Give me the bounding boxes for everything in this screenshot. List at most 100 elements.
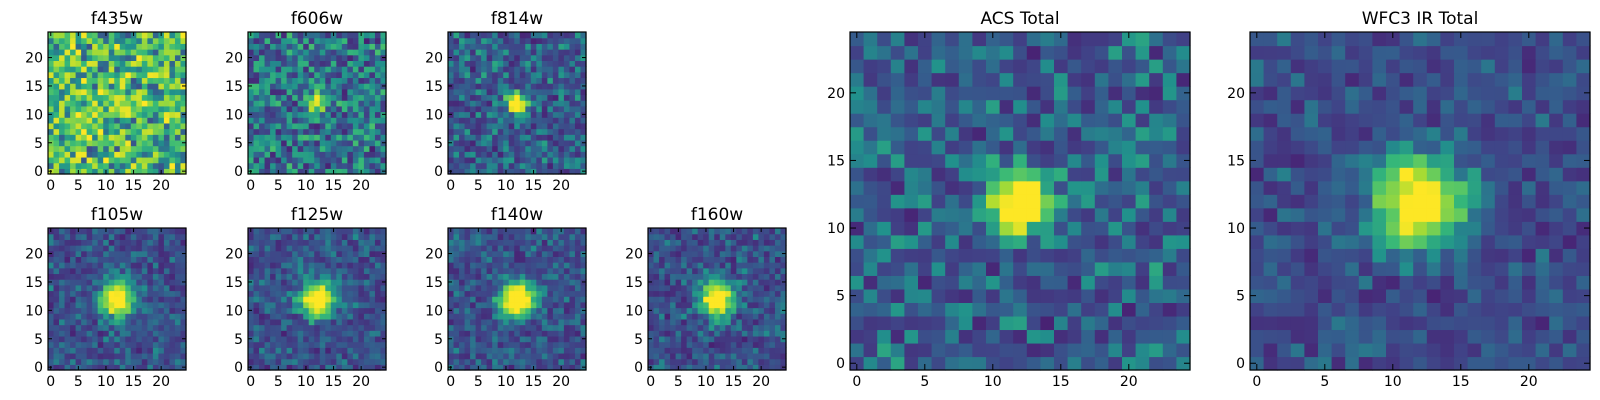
heatmap-cell: [275, 60, 282, 67]
heatmap-cell: [863, 167, 878, 182]
heatmap-cell: [281, 128, 288, 135]
heatmap-cell: [308, 341, 315, 348]
heatmap-cell: [708, 352, 715, 360]
heatmap-cell: [119, 134, 126, 141]
heatmap-cell: [174, 151, 182, 158]
heatmap-cell: [374, 262, 382, 269]
heatmap-cell: [719, 358, 726, 365]
heatmap-cell: [558, 358, 565, 365]
heatmap-cell: [347, 284, 354, 292]
heatmap-cell: [1149, 194, 1164, 209]
heatmap-cell: [270, 54, 277, 61]
heatmap-cell: [319, 313, 326, 320]
x-tick-label: 5: [474, 178, 483, 194]
heatmap-cell: [108, 139, 115, 147]
heatmap-cell: [369, 43, 376, 50]
heatmap-cell: [519, 128, 526, 135]
heatmap-cell: [119, 162, 126, 169]
heatmap-cell: [681, 330, 688, 337]
heatmap-cell: [136, 341, 143, 348]
heatmap-cell: [163, 358, 171, 365]
heatmap-cell: [931, 180, 946, 195]
heatmap-cell: [352, 111, 359, 118]
heatmap-cell: [519, 156, 526, 164]
heatmap-cell: [1040, 221, 1055, 236]
heatmap-cell: [81, 139, 88, 147]
heatmap-cell: [448, 117, 455, 124]
heatmap-cell: [464, 162, 471, 169]
heatmap-cell: [75, 245, 82, 252]
heatmap-cell: [275, 100, 282, 107]
heatmap-cell: [503, 262, 510, 269]
heatmap-cell: [130, 245, 137, 252]
heatmap-cell: [352, 279, 359, 286]
heatmap-cell: [763, 228, 771, 235]
heatmap-cell: [714, 284, 721, 292]
heatmap-cell: [453, 352, 460, 360]
heatmap-cell: [81, 307, 88, 314]
heatmap-cell: [369, 290, 376, 297]
heatmap-cell: [725, 296, 732, 303]
heatmap-cell: [374, 122, 382, 130]
heatmap-cell: [297, 250, 304, 257]
heatmap-cell: [174, 134, 182, 141]
heatmap-cell: [125, 117, 132, 124]
heatmap-cell: [297, 105, 304, 113]
heatmap-cell: [569, 245, 576, 252]
heatmap-cell: [103, 151, 110, 158]
heatmap-cell: [877, 248, 892, 263]
x-tick-label: 0: [46, 178, 55, 194]
heatmap-cell: [352, 134, 359, 141]
heatmap-cell: [475, 284, 482, 292]
heatmap-cell: [330, 111, 337, 118]
heatmap-cell: [374, 156, 382, 164]
heatmap-cell: [514, 71, 521, 79]
heatmap-cell: [448, 239, 455, 246]
heatmap-cell: [114, 330, 121, 337]
heatmap-cell: [325, 335, 332, 343]
heatmap-cell: [70, 296, 77, 303]
heatmap-cell: [358, 262, 365, 269]
heatmap-cell: [681, 290, 688, 297]
heatmap-cell: [119, 77, 126, 84]
heatmap-cell: [319, 324, 326, 331]
heatmap-cell: [514, 168, 521, 175]
heatmap-cell: [736, 262, 743, 269]
heatmap-cell: [264, 77, 271, 84]
heatmap-cell: [136, 364, 143, 371]
heatmap-cell: [336, 162, 343, 169]
heatmap-cell: [48, 296, 55, 303]
heatmap-cell: [86, 279, 93, 286]
heatmap-cell: [719, 307, 726, 314]
heatmap-cell: [664, 273, 671, 280]
heatmap-cell: [714, 364, 721, 371]
panel-title: f435w: [91, 9, 143, 29]
heatmap-cell: [972, 275, 987, 290]
heatmap-cell: [336, 105, 343, 113]
heatmap-cell: [459, 307, 466, 314]
heatmap-cell: [725, 301, 732, 309]
heatmap-cell: [503, 145, 510, 152]
heatmap-cell: [736, 296, 743, 303]
heatmap-cell: [53, 117, 60, 124]
heatmap-cell: [464, 94, 471, 101]
heatmap-cell: [547, 347, 554, 354]
heatmap-cell: [470, 168, 477, 175]
heatmap-cell: [714, 352, 721, 360]
heatmap-cell: [152, 60, 159, 67]
heatmap-cell: [569, 49, 576, 56]
heatmap-cell: [59, 105, 66, 113]
heatmap-cell: [347, 71, 354, 79]
heatmap-cell: [541, 352, 548, 360]
heatmap-cell: [264, 341, 271, 348]
heatmap-cell: [508, 66, 515, 73]
heatmap-cell: [530, 139, 537, 147]
heatmap-cell: [325, 77, 332, 84]
heatmap-cell: [158, 267, 165, 275]
heatmap-cell: [741, 256, 748, 263]
heatmap-cell: [158, 117, 165, 124]
heatmap-cell: [1054, 207, 1069, 222]
heatmap-cell: [319, 267, 326, 275]
